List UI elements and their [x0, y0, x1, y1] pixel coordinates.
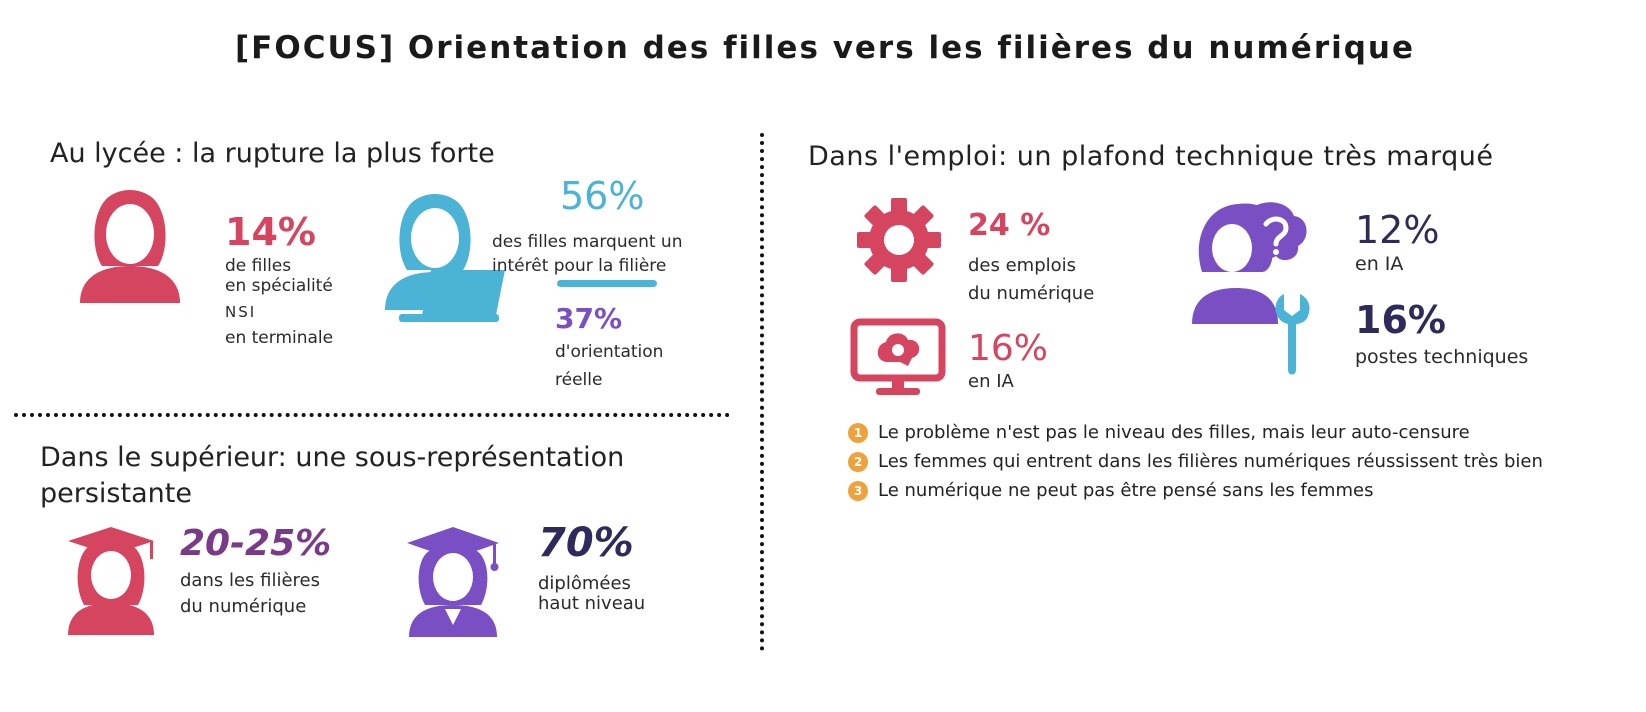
monitor-ai-icon [850, 318, 946, 398]
lycee-stat3-line2: réelle [555, 370, 603, 390]
emploi-stat4-line1: postes techniques [1355, 346, 1529, 368]
superieur-stat1-line1: dans les filières [180, 570, 321, 591]
lycee-stat1-value: 14% [225, 210, 316, 254]
emploi-stat1-line2: du numérique [968, 283, 1095, 304]
lycee-stat2-line1: des filles marquent un [492, 232, 683, 252]
emploi-stat1-text: des emplois du numérique [968, 252, 1094, 308]
vertical-divider [760, 133, 764, 651]
superieur-stat1-line2: du numérique [180, 596, 307, 617]
number-badge-icon: 1 [848, 422, 868, 443]
key-point-2: 2 Les femmes qui entrent dans les filièr… [848, 451, 1543, 472]
lycee-stat1-text: de filles en spécialité NSI en terminale [225, 256, 333, 348]
lycee-stat3-value: 37% [555, 302, 623, 335]
superieur-stat2-line2: haut niveau [538, 593, 646, 614]
key-point-text: Le problème n'est pas le niveau des fill… [878, 422, 1470, 443]
number-badge-icon: 2 [848, 451, 868, 472]
key-point-1: 1 Le problème n'est pas le niveau des fi… [848, 422, 1543, 443]
emploi-stat2-value: 16% [968, 328, 1049, 369]
page-title: [FOCUS] Orientation des filles vers les … [235, 30, 1416, 66]
emploi-stat4-value: 16% [1355, 298, 1446, 342]
lycee-stat3-text: d'orientation réelle [555, 338, 663, 394]
emploi-stat3-line1: en IA [1355, 253, 1404, 275]
girl-laptop-icon [385, 192, 515, 332]
key-point-3: 3 Le numérique ne peut pas être pensé sa… [848, 480, 1543, 501]
woman-brain-icon [1192, 200, 1312, 378]
superieur-stat2-value: 70% [538, 520, 634, 566]
girl-icon [80, 188, 180, 303]
underline-bar [557, 280, 657, 287]
superieur-stat1-text: dans les filières du numérique [180, 568, 320, 620]
lycee-stat2-value: 56% [560, 174, 645, 218]
lycee-stat1-line1: de filles [225, 256, 292, 276]
superieur-heading: Dans le supérieur: une sous-représentati… [40, 440, 624, 512]
number-badge-icon: 3 [848, 480, 868, 501]
superieur-stat2-line1: diplômées [538, 573, 631, 594]
key-point-text: Le numérique ne peut pas être pensé sans… [878, 480, 1374, 501]
emploi-stat2-line1: en IA [968, 371, 1014, 392]
lycee-stat3-line1: d'orientation [555, 342, 664, 362]
graduate-cap-girl-icon [405, 525, 501, 637]
emploi-heading: Dans l'emploi: un plafond technique très… [808, 141, 1494, 172]
superieur-heading-line1: Dans le supérieur: une sous-représentati… [40, 442, 625, 473]
superieur-stat2-text: diplômées haut niveau [538, 574, 645, 614]
emploi-stat1-line1: des emplois [968, 255, 1077, 276]
superieur-stat1-value: 20-25% [180, 523, 332, 564]
gear-icon [855, 196, 943, 284]
lycee-stat1-line3: NSI [225, 303, 257, 321]
lycee-stat1-line4: en terminale [225, 328, 334, 348]
key-point-text: Les femmes qui entrent dans les filières… [878, 451, 1543, 472]
lycee-stat1-line2: en spécialité [225, 276, 333, 296]
graduate-girl-icon [66, 525, 156, 635]
emploi-stat3-value: 12% [1355, 208, 1440, 252]
key-points-list: 1 Le problème n'est pas le niveau des fi… [848, 422, 1543, 501]
lycee-heading: Au lycée : la rupture la plus forte [50, 138, 495, 169]
emploi-stat1-value: 24 % [968, 208, 1051, 243]
superieur-heading-line2: persistante [40, 478, 192, 509]
horizontal-divider [14, 413, 730, 417]
lycee-stat2-line2: intérêt pour la filière [492, 256, 667, 276]
lycee-stat2-text: des filles marquent un intérêt pour la f… [492, 230, 682, 278]
